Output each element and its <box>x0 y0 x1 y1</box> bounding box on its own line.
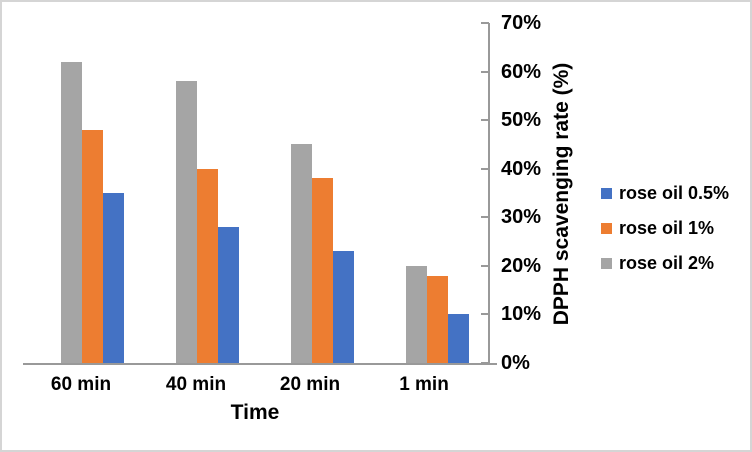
x-label-20-min: 20 min <box>279 374 341 395</box>
y-tick-70 <box>481 22 489 24</box>
y-tick-label-20: 20% <box>501 254 542 277</box>
bar-rose-oil-2-60-min <box>61 61 82 363</box>
x-axis-line <box>23 363 497 365</box>
y-tick-label-40: 40% <box>501 157 542 180</box>
bar-rose-oil-0-5-60-min <box>103 193 124 363</box>
x-label-60-min: 60 min <box>50 374 112 395</box>
y-tick-50 <box>481 119 489 122</box>
legend-swatch-icon <box>601 222 612 234</box>
x-axis-title: Time <box>230 401 280 424</box>
bar-rose-oil-0-5-1-min <box>448 314 469 363</box>
bar-rose-oil-1-60-min <box>82 129 103 363</box>
x-label-40-min: 40 min <box>165 374 227 395</box>
legend-swatch-icon <box>601 257 612 269</box>
legend-item-rose-oil-1: rose oil 1% <box>601 216 714 240</box>
y-tick-60 <box>481 70 489 73</box>
y-tick-label-50: 50% <box>501 109 542 132</box>
x-label-1-min: 1 min <box>399 374 449 395</box>
y-tick-30 <box>481 216 489 219</box>
y-tick-label-0: 0% <box>501 352 530 374</box>
bar-rose-oil-2-1-min <box>406 265 427 363</box>
bar-rose-oil-0-5-40-min <box>218 227 239 363</box>
y-tick-20 <box>481 264 489 267</box>
bar-rose-oil-1-1-min <box>427 275 448 363</box>
y-tick-label-60: 60% <box>501 60 542 83</box>
y-tick-40 <box>481 167 489 170</box>
bar-rose-oil-2-40-min <box>176 81 197 363</box>
y-tick-label-30: 30% <box>501 206 542 229</box>
bar-rose-oil-1-40-min <box>197 168 218 363</box>
y-axis-line <box>488 23 490 365</box>
legend-item-rose-oil-2: rose oil 2% <box>601 251 714 275</box>
legend-label: rose oil 0.5% <box>619 182 730 203</box>
legend-swatch-icon <box>601 187 612 199</box>
y-tick-0 <box>481 362 489 364</box>
legend-label: rose oil 1% <box>619 217 715 238</box>
y-tick-label-10: 10% <box>501 303 542 326</box>
bar-rose-oil-1-20-min <box>312 178 333 363</box>
y-tick-label-70: 70% <box>501 12 542 34</box>
bar-rose-oil-2-20-min <box>291 144 312 363</box>
y-tick-10 <box>481 313 489 316</box>
bar-rose-oil-0-5-20-min <box>333 251 354 363</box>
legend-label: rose oil 2% <box>619 252 715 273</box>
legend-item-rose-oil-0-5: rose oil 0.5% <box>601 181 729 205</box>
y-axis-title: DPPH scavenging rate (%) <box>550 62 573 326</box>
